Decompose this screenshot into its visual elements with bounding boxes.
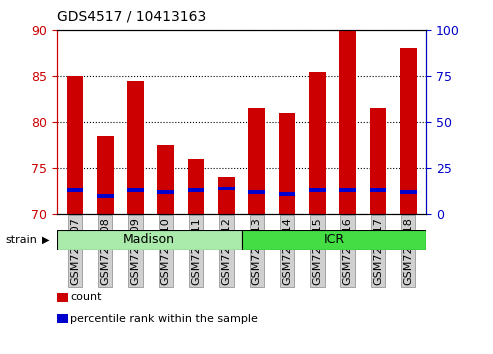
Text: Madison: Madison xyxy=(123,233,175,246)
Bar xyxy=(67,188,83,192)
Bar xyxy=(218,187,235,190)
Bar xyxy=(97,194,113,198)
Bar xyxy=(57,230,242,250)
Text: percentile rank within the sample: percentile rank within the sample xyxy=(70,314,258,324)
Bar xyxy=(157,190,174,194)
Bar xyxy=(188,188,205,192)
Bar xyxy=(248,190,265,194)
Text: ▶: ▶ xyxy=(42,235,49,245)
Text: strain: strain xyxy=(5,235,37,245)
Bar xyxy=(67,76,83,214)
Bar xyxy=(400,48,417,214)
Text: count: count xyxy=(70,292,102,302)
Bar xyxy=(309,188,326,192)
Bar xyxy=(248,108,265,214)
Bar xyxy=(218,177,235,214)
Bar xyxy=(157,145,174,214)
Bar xyxy=(97,136,113,214)
Bar xyxy=(339,30,356,214)
Bar xyxy=(127,81,144,214)
Bar xyxy=(309,72,326,214)
Bar xyxy=(370,108,387,214)
Bar xyxy=(242,230,426,250)
Bar xyxy=(370,188,387,192)
Bar xyxy=(127,188,144,192)
Text: GDS4517 / 10413163: GDS4517 / 10413163 xyxy=(57,9,206,23)
Bar xyxy=(339,188,356,192)
Bar xyxy=(279,192,295,196)
Bar xyxy=(400,190,417,194)
Text: ICR: ICR xyxy=(323,233,345,246)
Bar xyxy=(188,159,205,214)
Bar xyxy=(279,113,295,214)
